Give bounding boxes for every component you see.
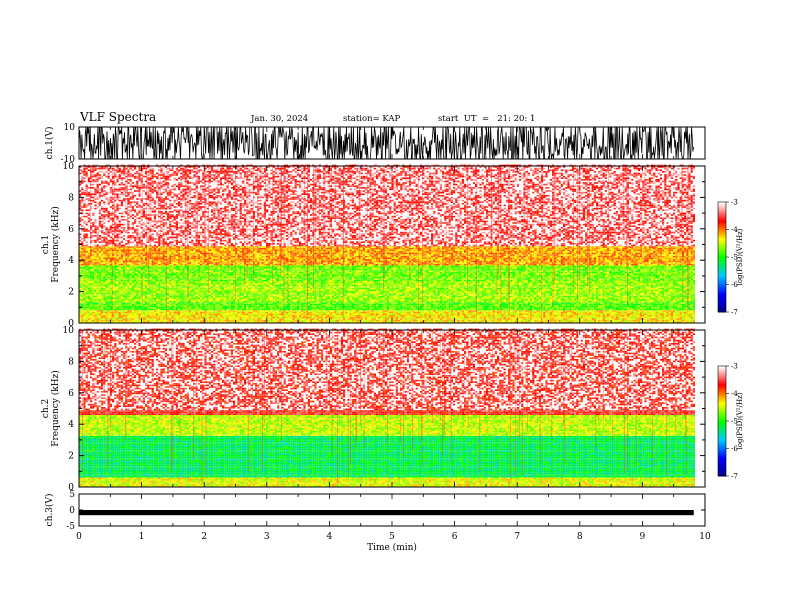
ch1-freq-tick-label: 2 <box>68 288 74 298</box>
time-tick-label: 3 <box>264 532 270 542</box>
ch2-colorbar-label: log(PSD)(V²/Hz) <box>736 392 744 449</box>
ch2-channel-label: ch.2 <box>41 399 51 418</box>
time-tick-label: 5 <box>389 532 395 542</box>
ch1-colorbar-tick-label: -7 <box>731 309 738 317</box>
time-tick-label: 7 <box>514 532 520 542</box>
time-tick-label: 1 <box>139 532 145 542</box>
time-tick-label: 2 <box>201 532 207 542</box>
ch1-freq-tick-label: 10 <box>63 162 75 172</box>
ch1-colorbar-tick-label: -3 <box>731 199 738 207</box>
time-tick-label: 9 <box>640 532 646 542</box>
vlf-figure: 10-10ch.1(V)0246810ch.1 Frequency (kHz)-3… <box>0 0 792 612</box>
ch2-freq-tick-label: 4 <box>68 420 74 430</box>
ch2-freq-tick-label: 2 <box>68 452 74 462</box>
ch3-ytick-label: 5 <box>69 490 75 500</box>
ch3-waveform-trace <box>79 510 694 515</box>
ch2-freq-tick-label: 8 <box>68 357 74 367</box>
ch3-ytick-label: -5 <box>66 522 75 532</box>
ch1-freq-tick-label: 6 <box>68 225 74 235</box>
ch1-freq-tick-label: 4 <box>68 256 74 266</box>
ch1-colorbar-label: log(PSD)(V²/Hz) <box>736 228 744 285</box>
ch3-ytick-label: 0 <box>69 506 75 516</box>
ch1-ylabel: ch.1(V) <box>44 127 55 160</box>
time-tick-label: 0 <box>76 532 82 542</box>
ch1-ytick-label: 10 <box>64 123 76 133</box>
time-axis-label: Time (min) <box>367 542 417 553</box>
ch1-channel-label: ch.1 <box>41 235 51 254</box>
ch2-freq-axis-label: Frequency (kHz) <box>50 370 61 447</box>
ch2-colorbar-tick-label: -3 <box>731 363 738 371</box>
ch2-freq-tick-label: 10 <box>63 326 75 336</box>
ch2-freq-tick-label: 6 <box>68 389 74 399</box>
time-tick-label: 4 <box>327 532 333 542</box>
time-tick-label: 6 <box>452 532 458 542</box>
ch2-colorbar-tick-label: -7 <box>731 473 738 481</box>
time-tick-label: 10 <box>699 532 711 542</box>
ch3-ylabel: ch.3(V) <box>44 494 55 527</box>
ch1-freq-axis-label: Frequency (kHz) <box>50 206 61 283</box>
ch1-freq-tick-label: 8 <box>68 193 74 203</box>
time-tick-label: 8 <box>577 532 583 542</box>
